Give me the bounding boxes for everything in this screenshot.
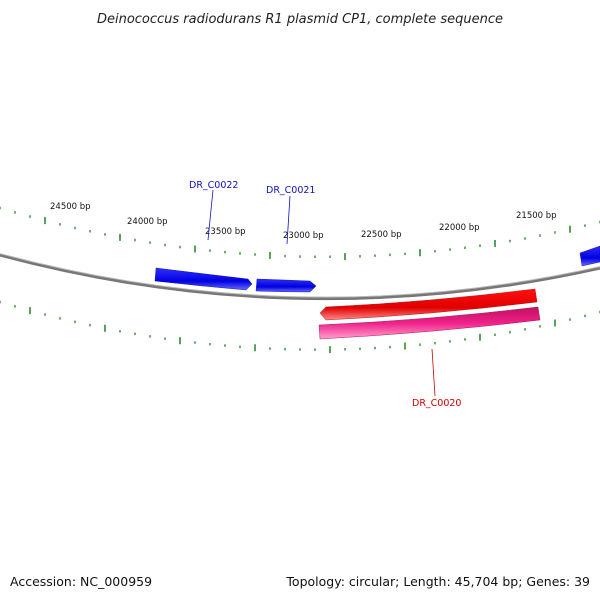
scale-labels: 24500 bp 24000 bp 23500 bp 23000 bp 2250…	[50, 202, 557, 241]
plasmid-backbone	[0, 253, 600, 301]
scale-ticks-outer	[0, 206, 600, 261]
scale-label: 22500 bp	[361, 230, 402, 240]
accession-text: Accession: NC_000959	[10, 574, 152, 589]
gene-dr-c0020-feature[interactable]	[318, 306, 541, 340]
scale-label: 23000 bp	[283, 231, 324, 241]
gene-label-dr-c0021[interactable]: DR_C0021	[266, 185, 315, 196]
label-leader-dr-c0022	[207, 189, 214, 241]
label-leader-dr-c0020	[431, 348, 436, 397]
gene-label-dr-c0020[interactable]: DR_C0020	[412, 398, 461, 409]
gene-edge-arrow[interactable]	[579, 245, 600, 267]
label-leader-dr-c0021	[286, 195, 291, 245]
scale-label: 24000 bp	[127, 217, 168, 227]
gene-labels: DR_C0022 DR_C0021 DR_C0020	[189, 180, 461, 409]
plasmid-backbone-highlight	[0, 253, 600, 298]
scale-label: 24500 bp	[50, 202, 91, 212]
topology-summary: Topology: circular; Length: 45,704 bp; G…	[285, 574, 590, 589]
map-title: Deinococcus radiodurans R1 plasmid CP1, …	[97, 12, 503, 27]
scale-label: 21500 bp	[516, 211, 557, 221]
scale-label: 22000 bp	[439, 223, 480, 233]
forward-gene-track	[154, 245, 600, 293]
scale-ticks-inner	[0, 300, 600, 354]
gene-dr-c0021-arrow[interactable]	[255, 278, 317, 293]
reverse-gene-track	[318, 288, 541, 340]
gene-dr-c0022-arrow[interactable]	[154, 267, 253, 291]
gene-dr-c0020-arrow[interactable]	[319, 288, 538, 321]
scale-label: 23500 bp	[205, 227, 246, 237]
gene-label-dr-c0022[interactable]: DR_C0022	[189, 180, 238, 191]
